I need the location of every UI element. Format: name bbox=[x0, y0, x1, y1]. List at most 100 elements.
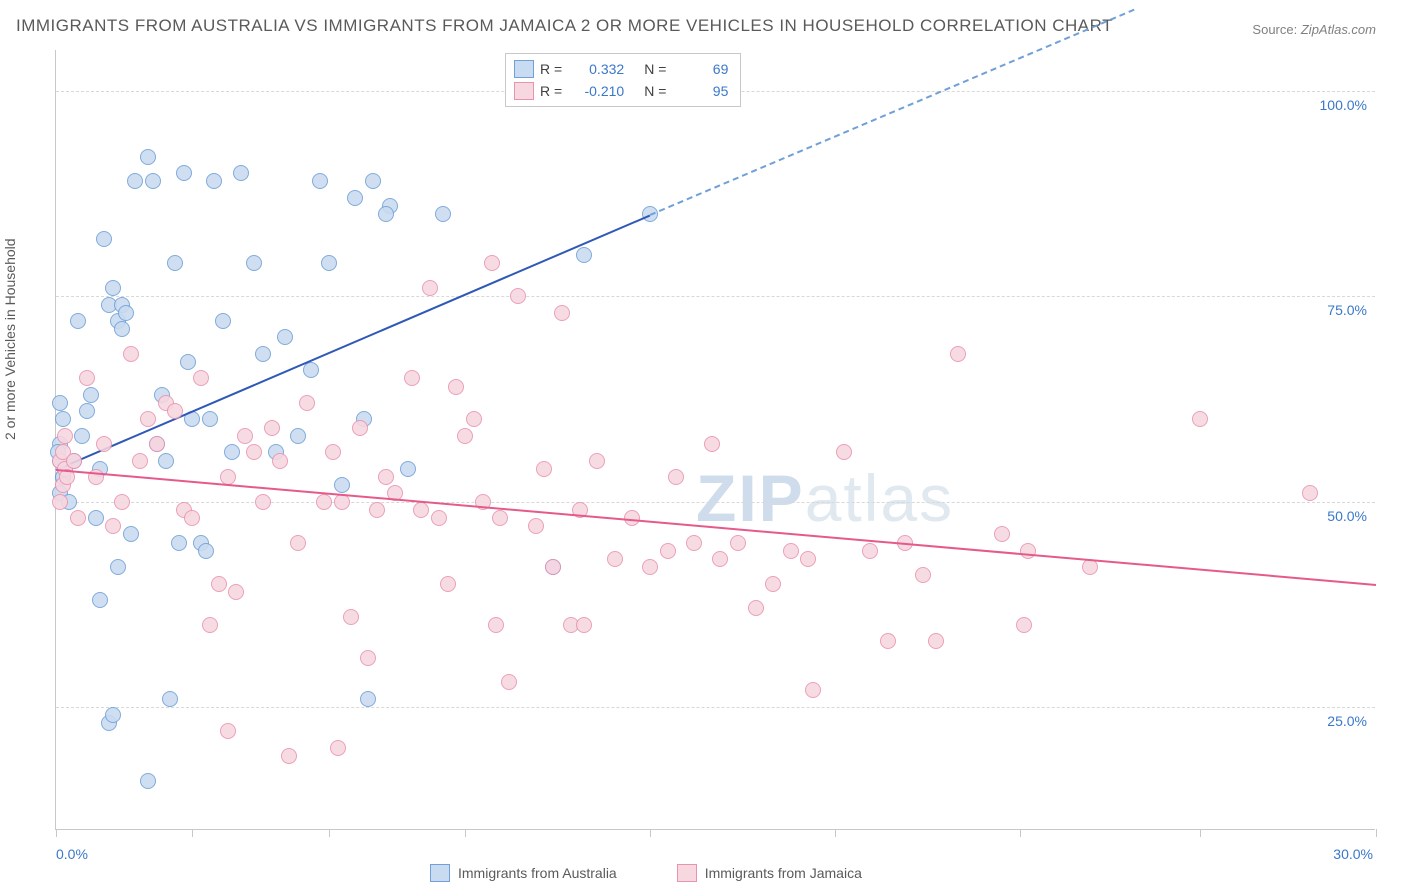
data-point bbox=[484, 255, 500, 271]
data-point bbox=[92, 592, 108, 608]
x-tick bbox=[650, 829, 651, 837]
legend-row: R =0.332N =69 bbox=[514, 58, 728, 80]
source-attribution: Source: ZipAtlas.com bbox=[1252, 22, 1376, 37]
data-point bbox=[607, 551, 623, 567]
data-point bbox=[440, 576, 456, 592]
data-point bbox=[1302, 485, 1318, 501]
y-tick-label: 75.0% bbox=[1327, 302, 1367, 318]
x-tick bbox=[56, 829, 57, 837]
data-point bbox=[576, 247, 592, 263]
data-point bbox=[105, 518, 121, 534]
plot-container: ZIPatlas 25.0%50.0%75.0%100.0%0.0%30.0% bbox=[55, 50, 1375, 830]
legend-item: Immigrants from Jamaica bbox=[677, 864, 862, 882]
x-tick bbox=[465, 829, 466, 837]
x-tick bbox=[329, 829, 330, 837]
data-point bbox=[686, 535, 702, 551]
data-point bbox=[215, 313, 231, 329]
data-point bbox=[422, 280, 438, 296]
x-tick bbox=[192, 829, 193, 837]
data-point bbox=[330, 740, 346, 756]
data-point bbox=[299, 395, 315, 411]
data-point bbox=[712, 551, 728, 567]
y-tick-label: 50.0% bbox=[1327, 508, 1367, 524]
data-point bbox=[123, 346, 139, 362]
data-point bbox=[321, 255, 337, 271]
legend-n-label: N = bbox=[644, 61, 666, 77]
data-point bbox=[105, 707, 121, 723]
data-point bbox=[79, 403, 95, 419]
watermark: ZIPatlas bbox=[696, 460, 954, 536]
data-point bbox=[66, 453, 82, 469]
data-point bbox=[668, 469, 684, 485]
data-point bbox=[554, 305, 570, 321]
data-point bbox=[118, 305, 134, 321]
data-point bbox=[369, 502, 385, 518]
x-tick-label: 30.0% bbox=[1333, 846, 1373, 862]
data-point bbox=[180, 354, 196, 370]
legend-r-label: R = bbox=[540, 83, 562, 99]
legend-r-value: 0.332 bbox=[574, 61, 624, 77]
data-point bbox=[748, 600, 764, 616]
data-point bbox=[114, 494, 130, 510]
plot-area: ZIPatlas 25.0%50.0%75.0%100.0%0.0%30.0% bbox=[55, 50, 1375, 830]
data-point bbox=[1020, 543, 1036, 559]
data-point bbox=[272, 453, 288, 469]
y-tick-label: 100.0% bbox=[1320, 97, 1367, 113]
data-point bbox=[365, 173, 381, 189]
source-label: Source: bbox=[1252, 22, 1297, 37]
data-point bbox=[127, 173, 143, 189]
watermark-atlas: atlas bbox=[805, 461, 954, 535]
data-point bbox=[83, 387, 99, 403]
series-legend: Immigrants from Australia Immigrants from… bbox=[430, 864, 862, 882]
stats-legend: R =0.332N =69R =-0.210N =95 bbox=[505, 53, 741, 107]
data-point bbox=[105, 280, 121, 296]
data-point bbox=[448, 379, 464, 395]
data-point bbox=[255, 494, 271, 510]
data-point bbox=[642, 559, 658, 575]
data-point bbox=[145, 173, 161, 189]
legend-r-label: R = bbox=[540, 61, 562, 77]
data-point bbox=[431, 510, 447, 526]
legend-r-value: -0.210 bbox=[574, 83, 624, 99]
legend-series-name: Immigrants from Jamaica bbox=[705, 865, 862, 881]
data-point bbox=[114, 321, 130, 337]
data-point bbox=[140, 411, 156, 427]
watermark-zip: ZIP bbox=[696, 461, 805, 535]
data-point bbox=[783, 543, 799, 559]
data-point bbox=[96, 231, 112, 247]
data-point bbox=[994, 526, 1010, 542]
data-point bbox=[88, 510, 104, 526]
data-point bbox=[528, 518, 544, 534]
data-point bbox=[79, 370, 95, 386]
data-point bbox=[110, 559, 126, 575]
data-point bbox=[704, 436, 720, 452]
data-point bbox=[149, 436, 165, 452]
data-point bbox=[312, 173, 328, 189]
data-point bbox=[290, 535, 306, 551]
data-point bbox=[862, 543, 878, 559]
data-point bbox=[492, 510, 508, 526]
data-point bbox=[55, 411, 71, 427]
x-tick-label: 0.0% bbox=[56, 846, 88, 862]
data-point bbox=[730, 535, 746, 551]
data-point bbox=[140, 773, 156, 789]
data-point bbox=[140, 149, 156, 165]
legend-swatch bbox=[514, 82, 534, 100]
data-point bbox=[167, 403, 183, 419]
x-tick bbox=[1020, 829, 1021, 837]
legend-swatch bbox=[677, 864, 697, 882]
data-point bbox=[184, 510, 200, 526]
data-point bbox=[228, 584, 244, 600]
data-point bbox=[167, 255, 183, 271]
gridline bbox=[56, 296, 1375, 297]
data-point bbox=[70, 510, 86, 526]
data-point bbox=[202, 411, 218, 427]
data-point bbox=[928, 633, 944, 649]
data-point bbox=[246, 444, 262, 460]
legend-item: Immigrants from Australia bbox=[430, 864, 617, 882]
data-point bbox=[343, 609, 359, 625]
data-point bbox=[545, 559, 561, 575]
data-point bbox=[325, 444, 341, 460]
data-point bbox=[171, 535, 187, 551]
data-point bbox=[290, 428, 306, 444]
